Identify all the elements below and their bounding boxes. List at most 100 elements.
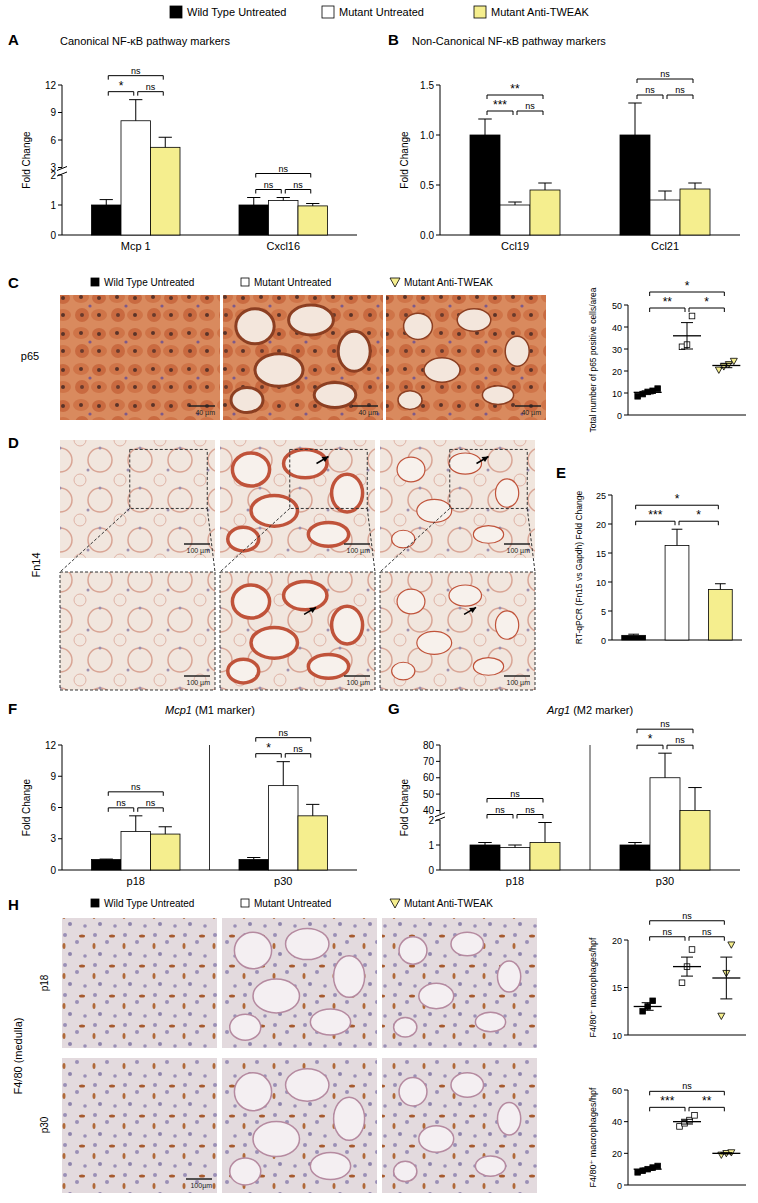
inset-frame [220,572,375,690]
y-tick [624,349,628,350]
error-bar [681,1119,693,1124]
lumen [332,606,363,644]
error-bar [642,391,654,394]
y-tick-label: 80 [423,740,435,751]
lumen [495,479,518,507]
y-axis [628,1090,629,1185]
y-tick [608,495,612,496]
y-tick [624,1185,628,1186]
scale-bar [515,405,541,407]
significance-label: ns [525,101,535,111]
y-tick [58,745,62,746]
significance-label: * [119,79,124,93]
lumen [234,1073,271,1111]
lumen [473,658,503,676]
lumen [253,1121,300,1156]
significance-label: * [704,295,709,309]
y-tick [624,415,628,416]
bar [121,121,151,235]
y-tick [608,640,612,641]
arrow-head [309,607,316,613]
x-tick-label: p30 [656,875,674,887]
error-bar [658,191,672,200]
bar [470,845,500,870]
y-axis [440,745,441,814]
significance-bracket [689,937,724,941]
inset-box [130,449,208,508]
marks [634,942,741,1020]
marker [728,942,735,948]
mean-line [712,1153,740,1154]
marker [241,278,249,286]
chart: ERT-qPCR (Fn15 vs Gapdh) Fold Change0510… [556,464,742,646]
y-tick [436,185,440,186]
significance-label: *** [660,1094,674,1108]
chart: GArg1 (M2 marker)Fold Change012405060708… [388,700,740,887]
significance-label: ns [660,69,670,79]
y-tick-label: 5 [601,607,606,617]
micrograph-tissue [382,1058,537,1193]
lumen [475,1012,505,1032]
bar [470,135,500,235]
micrograph-tissue [220,440,375,558]
marker [689,313,695,319]
axis-break [57,167,67,177]
y-tick [436,135,440,136]
bar [298,206,328,235]
y-tick [58,85,62,86]
mean-line [634,392,662,393]
micrograph [60,572,215,690]
chart-title: Arg1 (M2 marker) [546,704,633,716]
significance-bracket [108,792,163,796]
error-bar [642,1003,654,1011]
y-tick-label: 40 [612,1117,622,1127]
bar [298,816,328,870]
y-tick [58,167,62,168]
y-tick [58,175,62,176]
scale-label: 100 µm [507,547,531,555]
y-tick-label: 70 [423,756,435,767]
bar [620,135,650,235]
title-rest: (M1 marker) [192,704,255,716]
significance-label: ns [278,728,288,738]
bar [680,189,710,235]
lumen [473,526,503,544]
y-tick [58,140,62,141]
error-bar [681,323,693,349]
legend: Wild Type UntreatedMutant UntreatedMutan… [170,6,589,18]
y-tick [58,205,62,206]
marks [470,103,710,235]
micrograph-tissue [60,572,215,690]
y-axis [62,85,63,168]
lumen [314,383,356,408]
y-axis-label: RT-qPCR (Fn15 vs Gapdh) Fold Change [574,491,584,645]
y-tick [436,761,440,762]
bar [239,860,269,870]
lumen [398,391,422,410]
figure: Wild Type UntreatedMutant UntreatedMutan… [0,0,758,1203]
marker [689,947,695,953]
micrograph-tissue [60,295,220,420]
x-tick-label: p30 [274,875,292,887]
y-tick-label: 1.5 [420,80,434,91]
panel-label: D [8,434,19,451]
error-bar [642,1168,654,1170]
significance-label: ** [510,82,520,96]
significance-label: ns [293,180,303,190]
error-bar [672,529,683,545]
significance-label: ns [660,719,670,729]
error-bar [720,957,732,999]
legend-label: Mutant Anti-TWEAK [404,277,493,288]
significance-label: ns [264,180,274,190]
y-tick [436,794,440,795]
legend-label: Mutant Anti-TWEAK [404,898,493,909]
significance-label: ** [663,295,673,309]
y-tick-label: 20 [596,520,606,530]
bar [665,545,689,640]
bar [269,201,299,236]
y-tick-label: 20 [612,1149,622,1159]
micrograph-tissue [382,918,537,1048]
x-axis [628,415,746,416]
y-axis [440,85,441,235]
significance-label: ns [116,798,126,808]
